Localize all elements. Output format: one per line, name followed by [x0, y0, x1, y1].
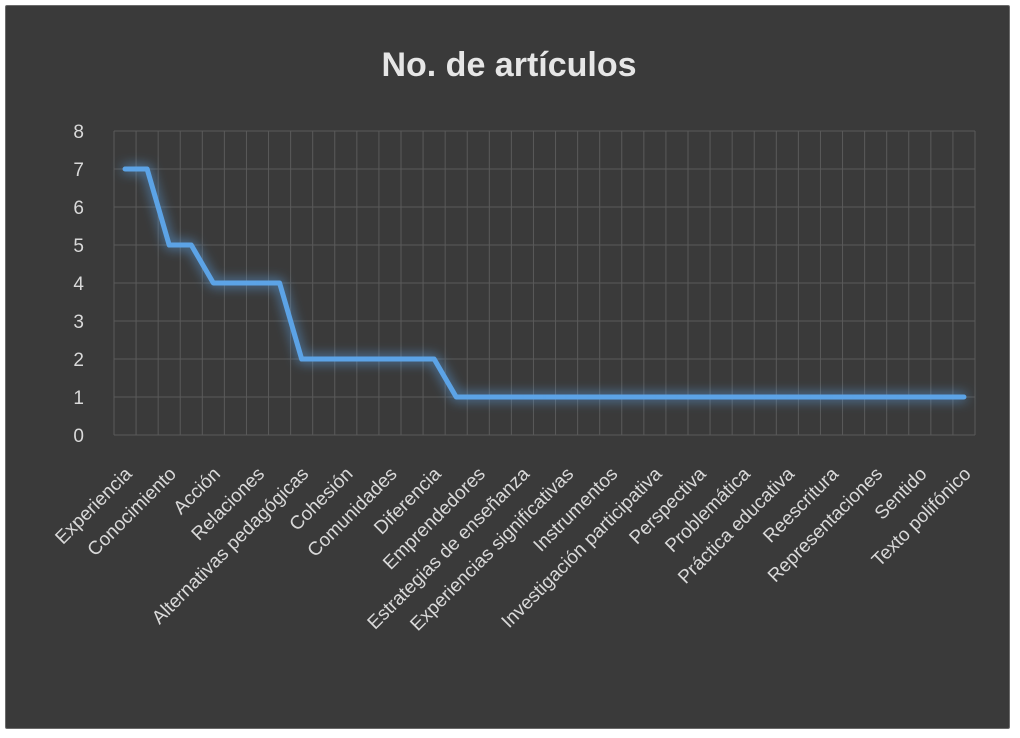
data-point: [940, 395, 944, 399]
y-tick-label: 0: [73, 426, 84, 447]
data-point: [520, 395, 524, 399]
chart-container: No. de artículos 0 1 2 3 4 5 6 7 8 Experiencia Co…: [5, 5, 1010, 729]
data-point: [278, 281, 282, 285]
data-point: [344, 357, 348, 361]
data-point: [410, 357, 414, 361]
data-point: [256, 281, 259, 285]
data-point: [388, 357, 392, 361]
data-point: [741, 395, 745, 399]
data-point: [565, 395, 569, 399]
y-tick-label: 2: [73, 350, 84, 371]
data-point: [211, 281, 215, 285]
data-point: [874, 395, 878, 399]
y-tick-label: 4: [73, 274, 84, 295]
y-tick-label: 8: [73, 122, 84, 143]
data-point: [587, 395, 591, 399]
data-point: [852, 395, 856, 399]
y-tick-label: 5: [73, 236, 84, 257]
data-point: [785, 395, 789, 399]
data-point: [300, 357, 304, 361]
x-axis: ExperienciaConocimientoAcciónRelacionesA…: [52, 463, 976, 635]
data-point: [322, 357, 326, 361]
data-point: [807, 395, 811, 399]
data-point: [830, 395, 833, 399]
y-axis: 0 1 2 3 4 5 6 7 8: [73, 122, 84, 447]
data-point: [631, 395, 635, 399]
data-point: [918, 395, 922, 399]
data-point: [896, 395, 900, 399]
data-point: [763, 395, 767, 399]
line-chart: No. de artículos 0 1 2 3 4 5 6 7 8 ExperienciaCo…: [52, 46, 976, 635]
data-point: [653, 395, 657, 399]
y-tick-label: 7: [73, 160, 84, 181]
data-point: [233, 281, 237, 285]
data-point: [498, 395, 502, 399]
chart-title: No. de artículos: [381, 46, 636, 84]
data-point: [167, 243, 171, 247]
data-point: [697, 395, 701, 399]
data-point: [123, 167, 127, 171]
y-tick-label: 6: [73, 198, 84, 219]
data-point: [189, 243, 193, 247]
data-point: [719, 395, 723, 399]
y-tick-label: 3: [73, 312, 84, 333]
data-point: [543, 395, 546, 399]
data-point: [609, 395, 613, 399]
y-tick-label: 1: [73, 388, 84, 409]
data-point: [962, 395, 966, 399]
data-point: [432, 357, 436, 361]
data-point: [454, 395, 458, 399]
data-point: [366, 357, 370, 361]
grid: [113, 130, 976, 436]
data-point: [476, 395, 480, 399]
data-point: [145, 167, 149, 171]
data-point: [675, 395, 679, 399]
series-group: [122, 166, 967, 400]
